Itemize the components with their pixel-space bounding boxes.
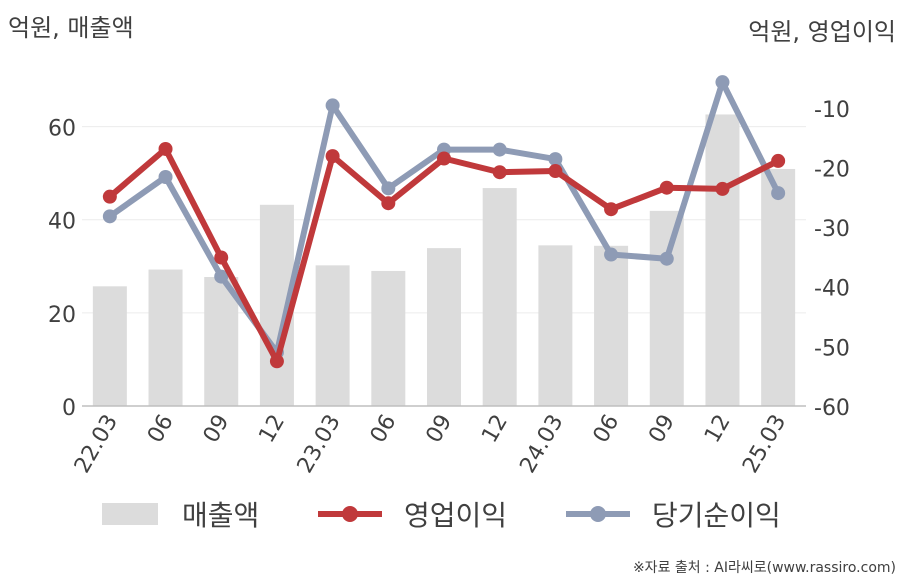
- x-tick-label: 25.03: [738, 411, 791, 478]
- x-tick-label: 22.03: [70, 411, 123, 478]
- x-tick-label: 06: [366, 411, 402, 448]
- x-tick-label: 12: [254, 411, 290, 448]
- left-tick-labels: 0 20 40 60: [48, 117, 76, 421]
- right-tick-label: -40: [814, 277, 850, 302]
- revenue-bar: [315, 265, 350, 406]
- revenue-bar: [92, 286, 127, 406]
- operating-profit-point: [269, 354, 284, 369]
- operating-profit-point: [158, 141, 173, 156]
- legend: 매출액 영업이익 당기순이익: [102, 499, 781, 532]
- left-tick-label: 0: [62, 396, 76, 421]
- right-axis-label: 억원, 영업이익: [748, 18, 896, 46]
- right-tick-label: -50: [814, 336, 850, 361]
- right-tick-label: -60: [814, 396, 850, 421]
- right-tick-label: -20: [814, 157, 850, 182]
- net-income-point: [325, 98, 340, 113]
- operating-profit-point: [214, 250, 229, 265]
- legend-label: 당기순이익: [652, 499, 781, 532]
- operating-profit-point: [659, 180, 674, 195]
- revenue-bar: [649, 210, 684, 406]
- revenue-bar: [204, 276, 239, 406]
- revenue-bar: [427, 248, 461, 406]
- x-tick-label: 12: [477, 411, 513, 448]
- x-tick-label: 09: [422, 411, 458, 448]
- revenue-bar: [705, 114, 740, 406]
- net-income-point: [214, 269, 229, 284]
- revenue-bar: [761, 168, 796, 406]
- net-income-point: [771, 186, 786, 201]
- x-tick-label: 24.03: [515, 411, 568, 478]
- net-income-point: [102, 209, 117, 224]
- legend-label: 영업이익: [404, 499, 507, 532]
- net-income-point: [659, 251, 674, 266]
- operating-profit-point: [325, 149, 340, 164]
- right-tick-label: -30: [814, 217, 850, 242]
- revenue-bar: [538, 245, 573, 406]
- left-tick-label: 40: [48, 210, 76, 235]
- net-income-point: [604, 247, 619, 262]
- operating-profit-point: [715, 181, 730, 196]
- x-tick-label: 06: [589, 411, 625, 448]
- legend-swatch-bar: [102, 503, 158, 525]
- left-tick-label: 20: [48, 303, 76, 328]
- x-tick-label: 06: [143, 411, 179, 448]
- legend-swatch-marker: [342, 506, 358, 522]
- x-tick-label: 23.03: [293, 411, 346, 478]
- legend-swatch-marker: [590, 506, 606, 522]
- net-income-point: [548, 152, 563, 167]
- revenue-bars: [92, 114, 796, 406]
- x-tick-label: 12: [700, 411, 736, 448]
- legend-label: 매출액: [182, 499, 259, 532]
- revenue-bar: [371, 270, 406, 406]
- profit-lines: [102, 75, 786, 369]
- operating-profit-point: [381, 196, 396, 211]
- operating-profit-point: [102, 189, 117, 204]
- net-income-point: [158, 169, 173, 184]
- left-tick-label: 60: [48, 117, 76, 142]
- operating-profit-point: [771, 153, 786, 168]
- revenue-bar: [148, 269, 183, 406]
- net-income-point: [492, 142, 507, 157]
- x-tick-labels: 22.03 06 09 12 23.03 06 09 12 24.03 06 09 12 25.03: [70, 411, 791, 478]
- operating-profit-point: [548, 164, 563, 179]
- x-tick-label: 09: [644, 411, 680, 448]
- left-axis-label: 억원, 매출액: [8, 14, 134, 42]
- operating-profit-point: [437, 151, 451, 166]
- x-tick-label: 09: [199, 411, 235, 448]
- operating-profit-point: [492, 165, 507, 180]
- source-note: ※자료 출처 : AI라씨로(www.rassiro.com): [633, 560, 896, 576]
- net-income-point: [381, 181, 396, 196]
- right-tick-labels: -60 -50 -40 -30 -20 -10: [814, 98, 850, 421]
- revenue-bar: [482, 188, 517, 406]
- net-income-point: [715, 75, 730, 90]
- operating-profit-point: [604, 202, 619, 217]
- right-tick-label: -10: [814, 98, 850, 123]
- revenue-bar: [594, 245, 629, 406]
